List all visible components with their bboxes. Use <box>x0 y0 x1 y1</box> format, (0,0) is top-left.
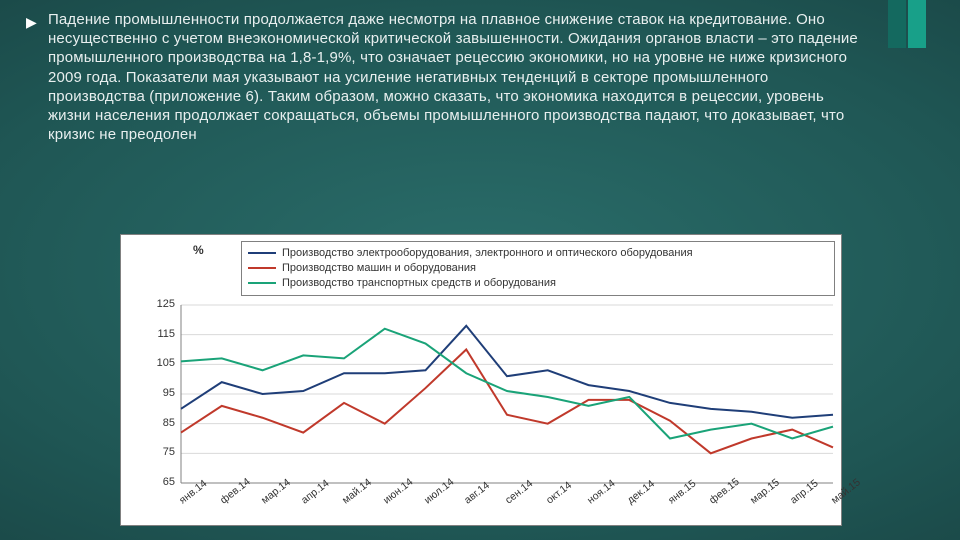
body-paragraph: Падение промышленности продолжается даже… <box>48 10 860 144</box>
y-tick-label: 65 <box>145 476 175 488</box>
y-tick-label: 75 <box>145 446 175 458</box>
corner-accent <box>888 0 926 48</box>
y-tick-label: 85 <box>145 417 175 429</box>
legend-label: Производство электрооборудования, электр… <box>282 246 693 261</box>
legend-label: Производство транспортных средств и обор… <box>282 276 556 291</box>
bullet-icon: ▶ <box>26 14 37 31</box>
legend-item: Производство электрооборудования, электр… <box>248 246 828 261</box>
legend-swatch <box>248 267 276 269</box>
legend-label: Производство машин и оборудования <box>282 261 476 276</box>
y-unit-label: % <box>193 243 204 257</box>
legend-swatch <box>248 282 276 284</box>
legend-item: Производство машин и оборудования <box>248 261 828 276</box>
legend-item: Производство транспортных средств и обор… <box>248 276 828 291</box>
legend-swatch <box>248 252 276 254</box>
y-tick-label: 125 <box>145 298 175 310</box>
y-tick-label: 105 <box>145 357 175 369</box>
chart-legend: Производство электрооборудования, электр… <box>241 241 835 296</box>
line-chart: % Производство электрооборудования, элек… <box>120 234 842 526</box>
y-tick-label: 95 <box>145 387 175 399</box>
y-tick-label: 115 <box>145 328 175 340</box>
